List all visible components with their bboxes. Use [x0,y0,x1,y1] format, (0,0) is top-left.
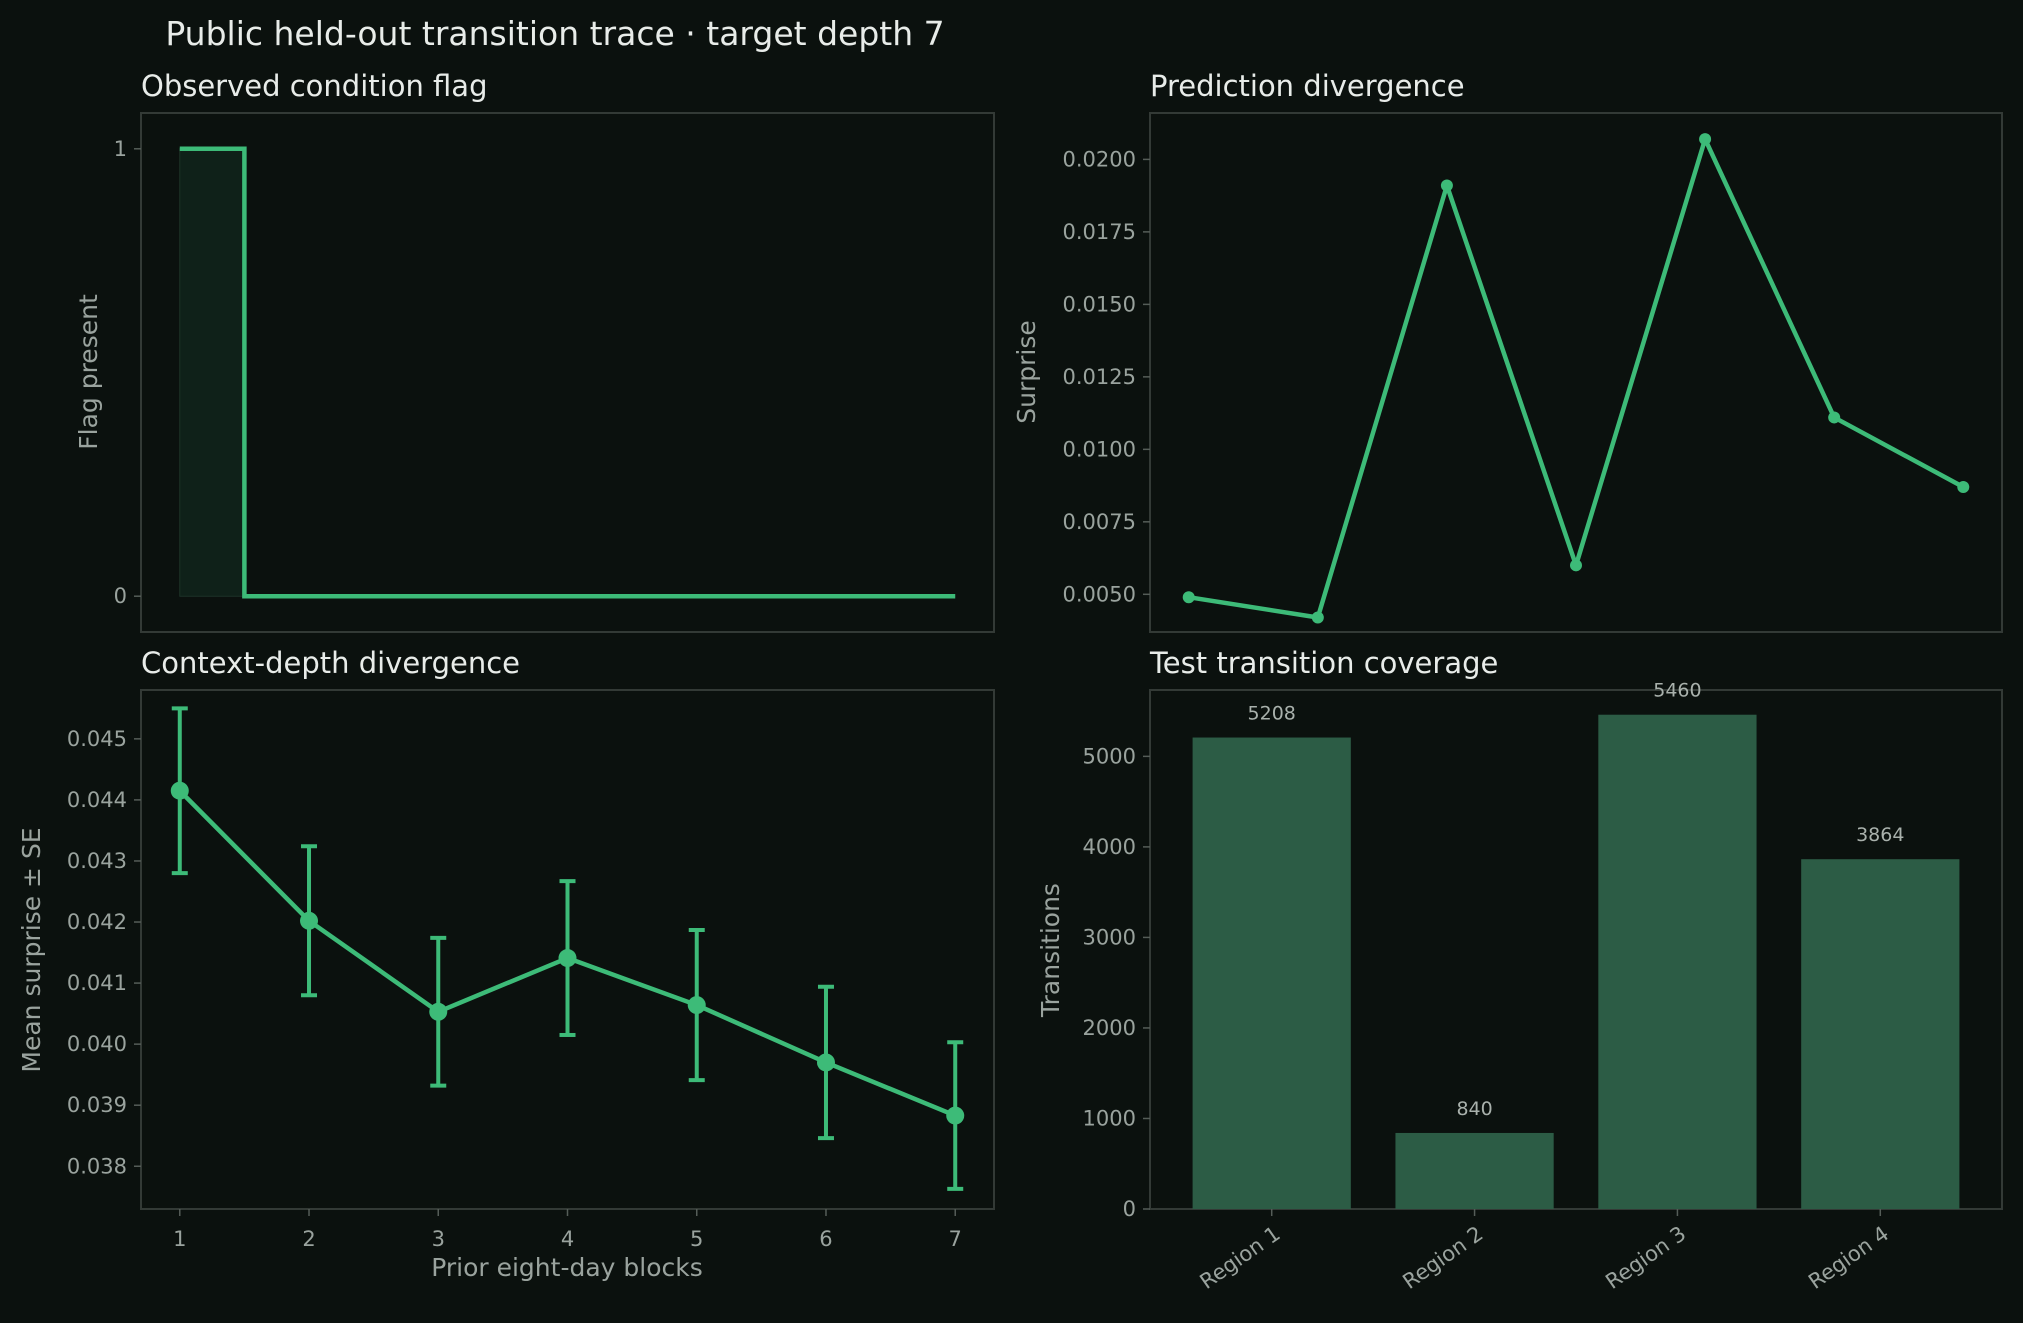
divergence-ytick-label: 0.0050 [1063,582,1136,606]
divergence-point [1182,591,1195,604]
context-xtick-label: 3 [432,1227,445,1251]
divergence-ytick-label: 0.0125 [1063,365,1136,389]
context-point [816,1053,835,1072]
coverage-y-label: Transitions [1036,883,1065,1018]
panel-coverage: Test transition coverage Transitions 0 10… [1036,646,2003,1294]
context-xtick-label: 2 [302,1227,315,1251]
context-ytick-label: 0.041 [67,971,127,995]
flag-step-line [179,146,956,599]
divergence-title: Prediction divergence [1150,69,1465,103]
flag-y-label: Flag present [74,294,103,450]
context-ytick-label: 0.039 [67,1093,127,1117]
context-x-label: Prior eight-day blocks [431,1253,703,1282]
context-xtick-label: 5 [690,1227,703,1251]
coverage-ytick-label: 0 [1123,1197,1136,1221]
coverage-ytick-label: 3000 [1083,925,1136,949]
context-point [946,1106,965,1125]
coverage-ytick-label: 4000 [1083,835,1136,859]
coverage-bar-value: 3864 [1856,824,1904,846]
coverage-bar [1598,714,1757,1209]
divergence-point [1699,133,1712,146]
divergence-ytick-label: 0.0175 [1063,220,1136,244]
context-point [170,781,189,800]
context-xtick-label: 7 [949,1227,962,1251]
context-xtick-label: 6 [819,1227,832,1251]
divergence-ytick-label: 0.0200 [1063,147,1136,171]
divergence-ytick-label: 0.0100 [1063,437,1136,461]
divergence-ytick-label: 0.0075 [1063,510,1136,534]
panel-flag: Observed condition flag Flag present 0 1 [74,69,995,633]
divergence-point [1570,559,1582,572]
context-point [687,996,706,1015]
coverage-bar [1801,859,1960,1209]
context-ytick-label: 0.042 [67,910,127,934]
panel-divergence: Prediction divergence Surprise 0.0050 0.0… [1012,69,2003,633]
flag-ytick-label: 0 [114,584,127,608]
flag-ytick-label: 1 [114,137,127,161]
divergence-ytick-label: 0.0150 [1063,292,1136,316]
context-ytick-label: 0.038 [67,1154,127,1178]
context-y-label: Mean surprise ± SE [17,827,46,1072]
context-ytick-label: 0.040 [67,1032,127,1056]
coverage-bar-value: 5460 [1653,680,1701,702]
divergence-point [1311,611,1324,624]
coverage-xtick-label: Region 4 [1804,1221,1893,1293]
coverage-title: Test transition coverage [1149,646,1498,680]
coverage-bar [1192,737,1351,1209]
coverage-xtick-label: Region 3 [1601,1221,1690,1293]
divergence-plot-area [1149,112,2003,633]
coverage-xtick-label: Region 2 [1398,1221,1487,1293]
coverage-xtick-label: Region 1 [1196,1221,1285,1293]
context-ytick-label: 0.045 [67,727,127,751]
divergence-point [1828,411,1841,424]
context-ytick-label: 0.044 [67,788,127,812]
flag-plot-area [140,112,995,633]
context-xtick-label: 4 [561,1227,574,1251]
coverage-ytick-label: 1000 [1083,1106,1136,1130]
divergence-y-label: Surprise [1012,320,1041,424]
context-point [300,911,319,930]
coverage-ytick-label: 2000 [1083,1016,1136,1040]
context-point [429,1002,448,1021]
coverage-ytick-label: 5000 [1083,744,1136,768]
context-ytick-label: 0.043 [67,849,127,873]
context-point [558,949,577,968]
figure-title: Public held-out transition trace · targe… [165,14,944,53]
flag-title: Observed condition flag [141,69,488,103]
coverage-bar [1395,1132,1554,1209]
panel-context: Context-depth divergence Mean surprise ±… [17,646,995,1282]
context-xtick-label: 1 [173,1227,186,1251]
divergence-point [1957,481,1970,494]
coverage-bar-value: 840 [1456,1098,1492,1120]
context-title: Context-depth divergence [141,646,520,680]
coverage-bar-value: 5208 [1248,703,1296,725]
divergence-point [1440,179,1453,192]
